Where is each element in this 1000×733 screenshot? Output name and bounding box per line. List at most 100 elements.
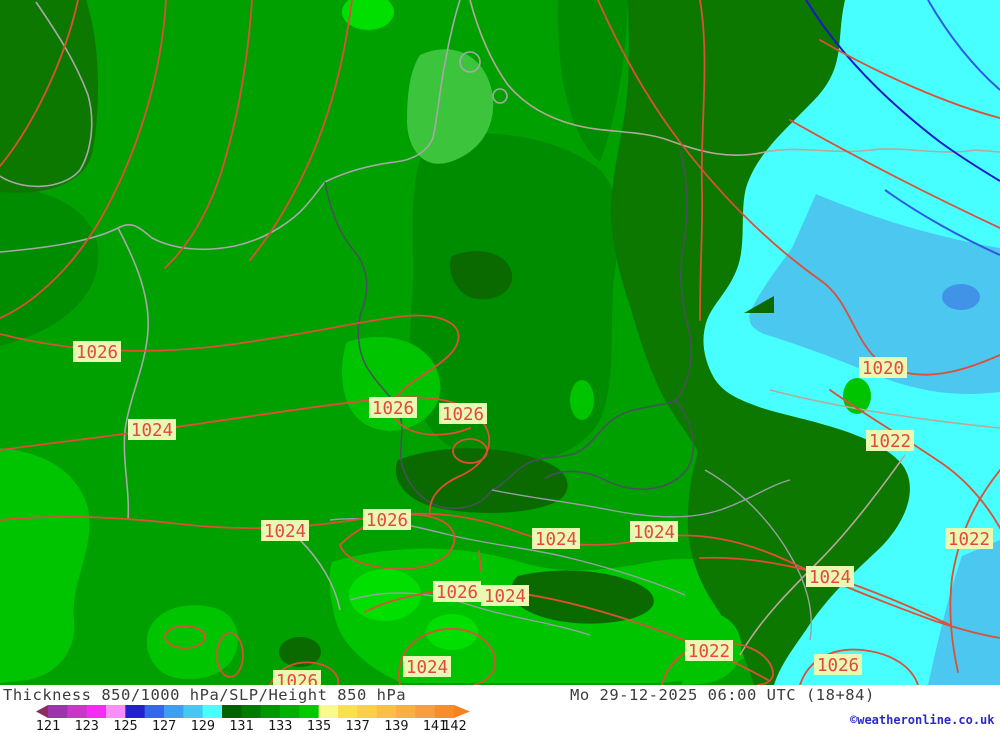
isobar-label: 1024 (128, 419, 176, 441)
height-contour-line (884, 189, 1000, 256)
scale-arrow-left (36, 705, 48, 718)
svg-text:1022: 1022 (688, 642, 730, 662)
scale-tick-label: 127 (151, 718, 177, 733)
svg-text:1026: 1026 (276, 672, 318, 685)
scale-tick-label: 137 (345, 718, 370, 733)
scale-segment (48, 705, 68, 718)
isobar-label: 1026 (814, 654, 862, 676)
scale-segment (376, 705, 397, 718)
svg-text:1026: 1026 (372, 399, 414, 419)
isobar-loop-1026 (799, 648, 919, 685)
svg-text:1024: 1024 (633, 523, 675, 543)
thickness-dark-northwest-wedge (0, 0, 99, 193)
isobar-label: 1026 (369, 397, 417, 419)
isobar-label: 1026 (433, 581, 481, 603)
thickness-bright-southwest2 (146, 605, 239, 680)
austria-border (491, 479, 791, 518)
isobar-line (0, 0, 79, 167)
svg-text:1020: 1020 (862, 359, 904, 379)
isobar-label: 1024 (532, 528, 580, 550)
scale-tick-label: 125 (113, 718, 138, 733)
thickness-deep-blue-blob (942, 284, 980, 310)
scale-segment (86, 705, 107, 718)
isobar-line-1022 (829, 389, 1000, 529)
thickness-brightest-spot (349, 569, 421, 621)
height-contour-layer (805, 0, 1000, 256)
thickness-color-scale (36, 705, 470, 718)
danish-island (459, 51, 481, 73)
scale-segment (241, 705, 262, 718)
channel-northsea-coastline (0, 0, 461, 253)
germany-east-border (491, 149, 692, 491)
scale-segment (318, 705, 339, 718)
scale-segment (260, 705, 281, 718)
alps-south-line (349, 592, 591, 636)
isobar-label: 1022 (685, 640, 733, 662)
svg-text:1026: 1026 (817, 656, 859, 676)
scale-tick-label: 141 (422, 718, 448, 733)
scale-segment (357, 705, 378, 718)
svg-text:1026: 1026 (436, 583, 478, 603)
scale-tick-label: 135 (306, 718, 332, 733)
scale-tick-label: 123 (74, 718, 99, 733)
thickness-brightest-spot (426, 614, 478, 650)
svg-text:1026: 1026 (366, 511, 408, 531)
scale-segment (280, 705, 300, 718)
scale-tick-label: 121 (35, 718, 61, 733)
isobar-line (249, 0, 353, 261)
svg-text:1026: 1026 (76, 343, 118, 363)
svg-text:1024: 1024 (406, 658, 448, 678)
thickness-pale-denmark-patch (407, 49, 494, 164)
isobar-label: 1024 (403, 656, 451, 678)
svg-text:1024: 1024 (484, 587, 526, 607)
scale-segment (415, 705, 436, 718)
svg-text:1026: 1026 (442, 405, 484, 425)
scale-segment (222, 705, 242, 718)
scale-segment (106, 705, 126, 718)
scale-segment (164, 705, 184, 718)
france-border (117, 227, 149, 521)
thickness-mid-center-patch (409, 133, 619, 464)
height-contour-line (805, 0, 1000, 182)
svg-text:1022: 1022 (948, 530, 990, 550)
isobar-line (789, 119, 1000, 229)
isobar-label: 1026 (73, 341, 121, 363)
isobar-label: 1024 (630, 521, 678, 543)
svg-text:1024: 1024 (809, 568, 851, 588)
weather-map: 1026 1024 1026 1026 1024 1026 1024 1024 1026 1024… (0, 0, 1000, 685)
map-triangle-symbol (744, 296, 774, 313)
isobar-label: 1022 (866, 430, 914, 452)
isobar-label: 1020 (859, 357, 907, 379)
thickness-dark-east-band (610, 0, 910, 685)
thickness-sky-blue-corner (928, 540, 1000, 685)
balkan-border-line (704, 469, 812, 641)
scale-segment (299, 705, 320, 718)
scale-segment (67, 705, 88, 718)
valid-time: Mo 29-12-2025 06:00 UTC (18+84) (570, 686, 875, 704)
thickness-sky-blue-band (749, 194, 1000, 394)
thickness-darkest-blob (279, 637, 321, 667)
isobar-labels-layer: 1026 1024 1026 1026 1024 1026 1024 1024 1026 1024… (73, 341, 993, 685)
east-coast-line (769, 389, 1000, 429)
isobar-closed-loop (216, 632, 244, 678)
thickness-bright-spot (843, 378, 871, 414)
thickness-darkest-blob (449, 251, 513, 300)
isobar-loop-1024 (398, 628, 496, 685)
england-coastline (0, 1, 93, 188)
scale-tick-label: 133 (267, 718, 293, 733)
isobar-line (699, 0, 706, 321)
isobar-label: 1026 (363, 509, 411, 531)
isobar-line (819, 39, 1000, 119)
scale-tick-label: 129 (190, 718, 215, 733)
isobar-label: 1024 (806, 566, 854, 588)
height-contour-line (927, 0, 1000, 91)
germany-west-border (324, 181, 493, 509)
isobar-label: 1022 (945, 528, 993, 550)
svg-text:1022: 1022 (869, 432, 911, 452)
isobar-label: 1026 (439, 403, 487, 425)
isobar-label: 1026 (273, 670, 321, 685)
footer-strip: Thickness 850/1000 hPa/SLP/Height 850 hP… (0, 685, 1000, 733)
isobar-line-1026 (0, 314, 471, 436)
thickness-scale-ticks: 121 123 125 127 129 131 133 135 137 139 141 142 (0, 718, 1000, 733)
